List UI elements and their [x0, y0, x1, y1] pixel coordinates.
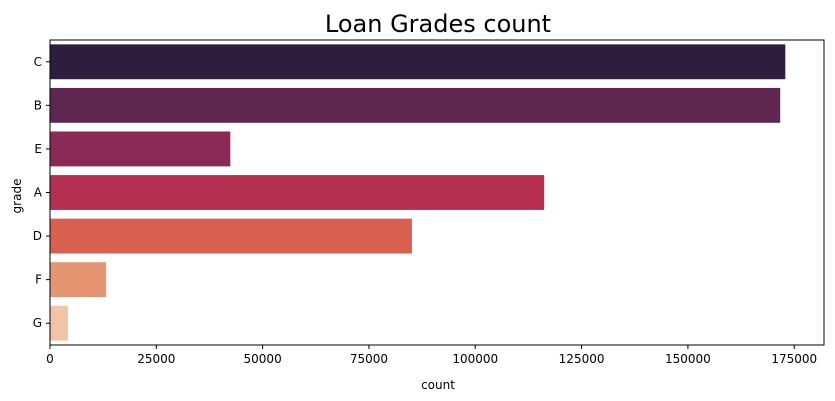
- axes-frame: [49, 39, 825, 346]
- x-tick-label: 150000: [665, 352, 711, 366]
- x-tick-label: 25000: [137, 352, 175, 366]
- chart-title: Loan Grades count: [325, 10, 551, 38]
- axes-border: [49, 39, 825, 346]
- y-tick-label: A: [34, 186, 43, 200]
- x-tick-label: 100000: [452, 352, 498, 366]
- y-tick-label: F: [35, 273, 42, 287]
- bar-e: [50, 131, 231, 167]
- x-tick-label: 175000: [771, 352, 817, 366]
- bar-f: [50, 262, 107, 298]
- bar-a: [50, 175, 545, 210]
- bar-c: [50, 44, 786, 80]
- x-tick-label: 75000: [350, 352, 388, 366]
- x-tick-label: 50000: [244, 352, 282, 366]
- x-tick-label: 125000: [559, 352, 605, 366]
- y-ticks-group: C B E A D F G: [33, 55, 50, 330]
- y-tick-label: G: [33, 316, 42, 330]
- y-tick-label: D: [33, 229, 42, 243]
- y-tick-label: B: [34, 98, 42, 112]
- x-ticks-group: 0 25000 50000 75000 100000 125000 150000 175000: [46, 345, 817, 366]
- bars-group: [50, 44, 786, 341]
- bar-g: [50, 305, 68, 341]
- bar-b: [50, 87, 781, 123]
- y-tick-label: C: [34, 55, 42, 69]
- y-axis-label: grade: [10, 179, 24, 214]
- bar-d: [50, 218, 412, 254]
- y-tick-label: E: [34, 142, 42, 156]
- x-axis-label: count: [421, 378, 455, 392]
- x-tick-label: 0: [46, 352, 54, 366]
